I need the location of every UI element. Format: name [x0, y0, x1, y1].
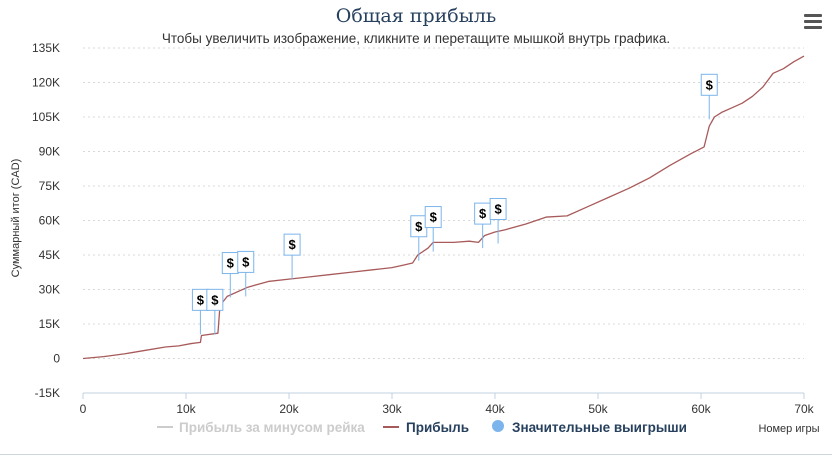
big-win-flag[interactable]: $ [206, 288, 224, 335]
y-axis-title: Суммарный итог (CAD) [10, 159, 22, 278]
flag-symbol: $ [415, 219, 423, 234]
chart-title: Общая прибыль [335, 5, 497, 27]
big-win-flag[interactable]: $ [191, 288, 209, 335]
x-tick-label: 60k [691, 402, 711, 416]
big-win-flag[interactable]: $ [424, 206, 442, 252]
flag-box [700, 73, 718, 96]
flag-box [489, 198, 507, 220]
chart-subtitle: Чтобы увеличить изображение, кликните и … [161, 31, 671, 46]
flag-box [283, 233, 301, 256]
x-tick-label: 50k [588, 402, 608, 416]
big-win-flag[interactable]: $ [221, 252, 239, 298]
y-tick-label: 120K [32, 76, 60, 90]
big-win-flag[interactable]: $ [700, 73, 718, 120]
legend-label-profit: Прибыль [406, 420, 469, 435]
flag-symbol: $ [706, 77, 714, 92]
legend: Прибыль за минусом рейка Прибыль Значите… [157, 420, 687, 435]
x-tick-label: 40k [485, 402, 505, 416]
x-axis-title: Номер игры [758, 423, 819, 435]
legend-label-net-profit: Прибыль за минусом рейка [179, 420, 365, 435]
legend-item-big-wins[interactable]: Значительные выигрыши [492, 420, 687, 435]
flag-box [206, 288, 224, 311]
y-tick-label: 90K [39, 145, 60, 159]
flag-symbol: $ [211, 292, 219, 307]
legend-item-profit[interactable]: Прибыль [383, 420, 469, 435]
flag-symbol: $ [242, 254, 250, 269]
y-tick-label: 30K [39, 283, 60, 297]
flag-symbol: $ [288, 237, 296, 252]
flag-symbol: $ [227, 256, 235, 271]
y-tick-label: 135K [32, 41, 60, 55]
profit-series-line[interactable] [82, 55, 805, 360]
big-win-flag[interactable]: $ [489, 198, 507, 244]
y-tick-label: 45K [39, 248, 60, 262]
y-tick-label: 15K [39, 317, 60, 331]
flag-box [424, 206, 442, 229]
y-tick-label: 105K [32, 110, 60, 124]
legend-item-net-profit[interactable]: Прибыль за минусом рейка [157, 420, 365, 435]
y-tick-label: 60K [39, 214, 60, 228]
y-tick-label: -15K [35, 386, 60, 400]
x-tick-label: 20k [279, 402, 299, 416]
flag-symbol: $ [494, 202, 502, 217]
flag-box [237, 250, 255, 273]
x-tick-label: 30k [382, 402, 402, 416]
flag-symbol: $ [197, 292, 205, 307]
flag-symbol: $ [430, 210, 438, 225]
y-tick-label: 0 [53, 352, 60, 366]
hamburger-menu-icon[interactable] [804, 14, 822, 30]
x-tick-label: 10k [176, 402, 196, 416]
y-tick-label: 75K [39, 179, 60, 193]
x-tick-label: 0 [80, 402, 87, 416]
flag-symbol: $ [479, 206, 487, 221]
big-win-flag[interactable]: $ [474, 202, 492, 249]
big-win-flag[interactable]: $ [410, 215, 428, 261]
legend-label-big-wins: Значительные выигрыши [512, 420, 687, 435]
big-win-flag[interactable]: $ [237, 250, 255, 297]
x-tick-label: 70k [794, 402, 814, 416]
big-win-flag[interactable]: $ [283, 233, 301, 280]
